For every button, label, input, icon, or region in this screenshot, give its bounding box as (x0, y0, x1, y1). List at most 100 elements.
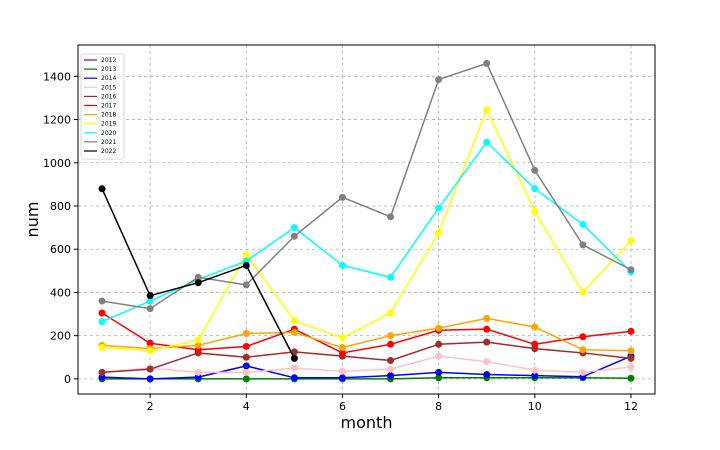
x-tick-label: 6 (339, 400, 346, 413)
data-point-2016 (435, 340, 443, 348)
series-2015 (98, 352, 635, 376)
data-point-2020 (146, 297, 154, 305)
series-2020 (98, 138, 635, 326)
data-point-2018 (194, 341, 202, 349)
series-line-2016 (101, 341, 632, 374)
data-point-2020 (531, 185, 539, 193)
data-point-2020 (483, 138, 491, 146)
data-point-2018 (338, 344, 346, 352)
series-line-2017 (101, 312, 632, 354)
data-point-2017 (98, 309, 106, 317)
data-point-2014 (290, 374, 298, 382)
data-point-2020 (98, 318, 106, 326)
data-point-2017 (627, 327, 635, 335)
series-2017 (98, 309, 635, 357)
legend-entry: 2013 (101, 66, 116, 73)
y-axis-label: num (23, 202, 42, 238)
x-tick-label: 8 (435, 400, 442, 413)
data-point-2017 (579, 333, 587, 341)
data-point-2016 (627, 354, 635, 362)
data-point-2015 (483, 358, 491, 366)
data-point-2022 (290, 354, 298, 362)
legend-entry: 2018 (101, 112, 116, 119)
data-point-2021 (338, 193, 346, 201)
series-line-2018 (101, 317, 631, 352)
data-point-2018 (435, 324, 443, 332)
data-point-2014 (531, 372, 539, 380)
y-tick-label: 600 (50, 243, 71, 256)
data-point-2015 (338, 367, 346, 375)
x-tick-label: 10 (528, 400, 542, 413)
data-point-2013 (435, 374, 443, 382)
y-axis: 0 200 400 600 800 1000 1200 1400 (43, 70, 78, 386)
data-point-2019 (387, 309, 395, 317)
series-line-2015 (101, 355, 632, 374)
legend: 2012 2013 2014 2015 2016 2017 2018 2019 2020 2021… (80, 53, 125, 160)
data-point-2015 (387, 365, 395, 373)
data-point-2017 (387, 340, 395, 348)
data-point-2015 (579, 368, 587, 376)
data-point-2019 (194, 336, 202, 344)
y-tick-label: 1400 (43, 70, 71, 83)
legend-entry: 2021 (101, 139, 116, 146)
data-point-2016 (98, 368, 106, 376)
data-point-2014 (387, 372, 395, 380)
data-point-2019 (290, 317, 298, 325)
data-point-2021 (194, 273, 202, 281)
data-point-2019 (98, 344, 106, 352)
legend-entry: 2022 (101, 148, 116, 155)
x-tick-label: 4 (243, 400, 250, 413)
series-2018 (98, 314, 635, 355)
x-tick-label: 12 (624, 400, 638, 413)
plot-frame (77, 44, 656, 395)
legend-entry: 2016 (101, 93, 116, 100)
y-tick-label: 800 (50, 200, 71, 213)
y-tick-label: 400 (50, 286, 71, 299)
data-point-2021 (627, 266, 635, 274)
series-2022 (98, 185, 298, 362)
y-tick-label: 200 (50, 330, 71, 343)
data-point-2021 (435, 76, 443, 84)
data-point-2015 (627, 363, 635, 371)
series-lines (98, 59, 635, 383)
data-point-2021 (387, 213, 395, 221)
legend-entry: 2017 (101, 103, 116, 110)
y-tick-label: 1200 (43, 114, 71, 127)
data-point-2016 (242, 353, 250, 361)
data-point-2022 (146, 292, 154, 300)
data-point-2022 (98, 185, 106, 193)
data-point-2018 (387, 332, 395, 340)
data-point-2017 (242, 342, 250, 350)
data-point-2017 (146, 339, 154, 347)
legend-entry: 2014 (101, 75, 116, 82)
data-point-2020 (579, 220, 587, 228)
data-point-2017 (531, 340, 539, 348)
series-2019 (98, 106, 635, 355)
data-point-2019 (435, 229, 443, 237)
series-line-2019 (101, 109, 632, 352)
data-point-2018 (531, 323, 539, 331)
data-point-2021 (290, 232, 298, 240)
legend-entry: 2012 (101, 57, 116, 64)
data-point-2013 (242, 375, 250, 383)
data-point-2021 (98, 297, 106, 305)
data-point-2019 (146, 347, 154, 355)
x-tick-label: 2 (147, 400, 154, 413)
data-point-2014 (435, 368, 443, 376)
data-point-2020 (387, 273, 395, 281)
data-point-2021 (579, 241, 587, 249)
data-point-2016 (483, 338, 491, 346)
y-tick-label: 1000 (43, 157, 71, 170)
data-point-2019 (531, 207, 539, 215)
data-point-2019 (627, 237, 635, 245)
data-point-2019 (242, 251, 250, 259)
data-point-2017 (483, 325, 491, 333)
series-line-2013 (102, 377, 631, 380)
data-point-2018 (579, 346, 587, 354)
data-point-2015 (531, 366, 539, 374)
legend-entry: 2019 (101, 121, 116, 128)
data-point-2015 (290, 364, 298, 372)
data-point-2015 (194, 368, 202, 376)
y-tick-label: 0 (64, 373, 71, 386)
